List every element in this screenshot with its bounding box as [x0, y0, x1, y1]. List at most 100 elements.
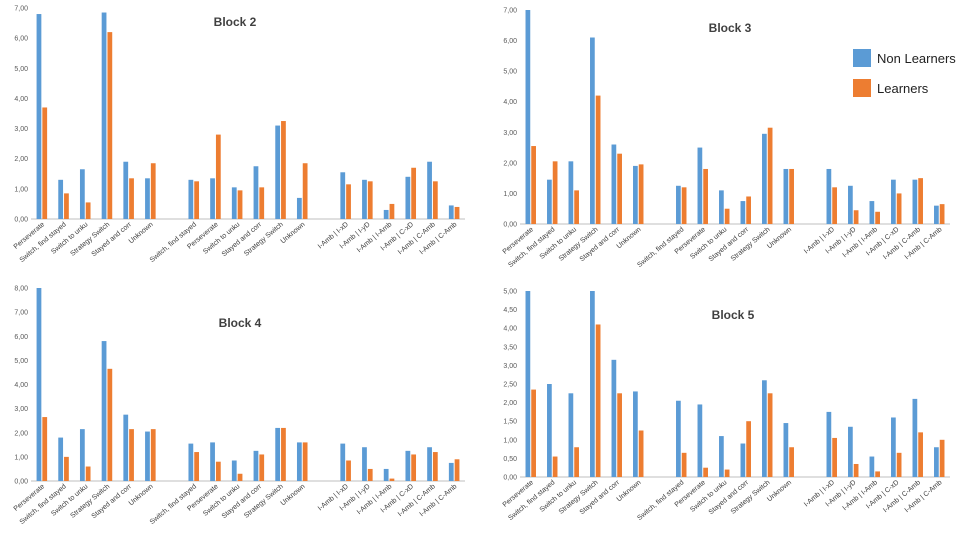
bar-non-learners — [676, 185, 681, 224]
x-tick-label: Strategy Switch — [243, 483, 285, 520]
bar-learners — [389, 203, 395, 219]
bar-non-learners — [448, 462, 454, 481]
bar-non-learners — [740, 443, 746, 477]
bar-learners — [259, 454, 265, 481]
y-tick-label: 4,00 — [14, 96, 28, 103]
legend-swatch-non-learners — [853, 49, 871, 67]
bar-non-learners — [253, 166, 259, 219]
y-tick-label: 4,50 — [503, 307, 517, 314]
chart-block-4: 0,00 1,00 2,00 3,00 4,00 5,00 6,00 7,00 8,00 Pers… — [0, 270, 480, 540]
chart-block-5: 0,00 0,50 1,00 1,50 2,00 2,50 3,00 3,50 4,00 4,50… — [480, 270, 960, 540]
bar-learners — [367, 181, 373, 219]
bar-non-learners — [891, 179, 896, 224]
legend-label-learners: Learners — [877, 80, 929, 96]
x-tick-label: Strategy Switch — [243, 221, 285, 258]
bar-non-learners — [79, 169, 85, 219]
bar-learners — [574, 190, 579, 224]
bar-learners — [617, 393, 622, 477]
x-tick-label: Unknown — [616, 479, 643, 503]
y-tick-label: 5,00 — [503, 289, 517, 296]
bar-non-learners — [296, 442, 302, 481]
bar-non-learners — [611, 359, 617, 477]
bar-non-learners — [275, 125, 281, 219]
bar-non-learners — [934, 205, 939, 224]
y-tick-label: 2,00 — [14, 430, 28, 437]
bar-learners — [896, 452, 902, 477]
bar-learners — [42, 417, 48, 481]
y-tick-label: 5,00 — [503, 69, 517, 76]
bar-learners — [215, 461, 221, 481]
y-tick-label: 0,00 — [503, 475, 517, 482]
bar-learners — [367, 468, 373, 481]
chart-block-4-svg: 0,001,002,003,004,005,006,007,008,00Pers… — [13, 286, 465, 526]
x-tick-label: I-Amb | C-Amb — [904, 226, 944, 261]
bar-learners — [789, 168, 794, 224]
y-tick-label: 0,50 — [503, 456, 517, 463]
bar-non-learners — [697, 404, 703, 477]
bar-non-learners — [405, 176, 411, 219]
x-tick-label: I-Amb | C-Amb — [882, 479, 922, 514]
bar-learners — [150, 429, 156, 481]
bar-learners — [703, 168, 708, 224]
x-tick-label: Unknown — [766, 226, 793, 250]
bar-learners — [107, 368, 113, 481]
bar-non-learners — [145, 178, 150, 219]
bar-non-learners — [547, 179, 552, 224]
bar-non-learners — [362, 447, 367, 481]
bar-non-learners — [58, 437, 64, 481]
bar-non-learners — [912, 179, 918, 224]
chart-block-2-svg: 0,001,002,003,004,005,006,007,00Persever… — [13, 6, 465, 264]
y-tick-label: 7,00 — [14, 6, 28, 13]
y-tick-label: 5,00 — [14, 66, 28, 73]
y-tick-label: 3,00 — [14, 126, 28, 133]
bar-non-learners — [869, 456, 875, 477]
chart-block-3-svg: 0,001,002,003,004,005,006,007,00Persever… — [502, 8, 950, 269]
bar-non-learners — [340, 443, 346, 481]
bar-non-learners — [525, 291, 531, 477]
chart-block-2: 0,00 1,00 2,00 3,00 4,00 5,00 6,00 7,00 Persever… — [0, 0, 480, 270]
bar-learners — [703, 467, 708, 477]
bar-non-learners — [253, 450, 259, 481]
bar-non-learners — [145, 431, 150, 481]
bar-learners — [237, 473, 243, 481]
bar-learners — [531, 389, 536, 477]
bar-learners — [896, 193, 902, 224]
bar-non-learners — [275, 427, 281, 481]
bar-non-learners — [210, 178, 215, 219]
y-tick-label: 8,00 — [14, 286, 28, 293]
bar-non-learners — [123, 414, 129, 481]
bar-non-learners — [869, 201, 875, 224]
bar-learners — [454, 206, 460, 219]
bar-non-learners — [826, 411, 832, 477]
bar-learners — [939, 439, 945, 477]
bar-learners — [85, 202, 91, 219]
bar-non-learners — [697, 147, 703, 224]
bar-non-learners — [891, 417, 896, 477]
x-tick-label: Unknown — [128, 483, 155, 507]
bar-non-learners — [633, 165, 638, 224]
bar-learners — [259, 187, 265, 219]
bar-non-learners — [36, 288, 42, 481]
bar-non-learners — [783, 423, 789, 477]
bar-learners — [789, 447, 794, 477]
bar-learners — [875, 211, 880, 224]
y-tick-label: 7,00 — [14, 310, 28, 317]
bar-learners — [724, 469, 730, 477]
bar-learners — [531, 146, 536, 224]
bar-learners — [746, 421, 751, 477]
bar-non-learners — [568, 161, 574, 224]
bar-learners — [918, 432, 923, 477]
y-tick-label: 2,00 — [503, 160, 517, 167]
y-tick-label: 6,00 — [14, 36, 28, 43]
y-tick-label: 2,50 — [503, 382, 517, 389]
bar-non-learners — [296, 197, 302, 219]
bar-non-learners — [740, 201, 746, 224]
bar-learners — [552, 456, 558, 477]
bar-learners — [638, 430, 644, 477]
y-tick-label: 3,50 — [503, 344, 517, 351]
chart-block-5-svg: 0,00 0,50 1,00 1,50 2,00 2,50 3,00 3,50 4,00 4,50… — [502, 289, 950, 522]
bar-learners — [215, 134, 221, 219]
y-tick-label: 2,00 — [503, 400, 517, 407]
bar-learners — [595, 95, 601, 224]
bar-non-learners — [383, 468, 389, 481]
